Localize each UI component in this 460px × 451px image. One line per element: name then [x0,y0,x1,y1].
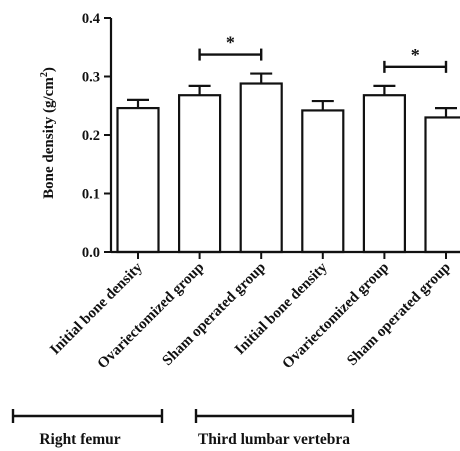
significance-bracket: * [383,45,448,73]
group-brackets: Right femur Third lumbar vertebra [11,409,355,448]
bar [301,109,345,254]
bar [116,106,160,254]
x-tick-label: Sham operated group [344,260,454,370]
x-tick-label: Sham operated group [159,260,269,370]
y-tick-label: 0.4 [82,11,100,27]
bar-group [178,84,222,254]
group-bracket: Third lumbar vertebra [194,409,355,448]
bar [424,116,460,254]
y-tick-label: 0.0 [82,245,100,261]
bar-group [424,106,460,254]
y-axis-title: Bone density (g/cm2) [39,67,57,199]
x-tick-label: Ovariectomized group [95,260,208,373]
bar-group [239,72,283,254]
bar-group [116,98,160,254]
significance-markers: ** [198,33,448,73]
group-label: Right femur [39,431,120,448]
group-bracket: Right femur [11,409,164,448]
significance-bracket: * [198,33,263,61]
bar [178,94,222,254]
y-tick-label: 0.2 [82,128,100,144]
significance-label: * [411,45,420,65]
bars [116,72,460,254]
x-tick-label: Ovariectomized group [279,260,392,373]
significance-label: * [226,33,235,53]
group-label: Third lumbar vertebra [198,431,350,448]
bar-group [362,84,406,254]
y-axis: 0.0 0.1 0.2 0.3 0.4 Bone density (g/cm2) [39,11,113,261]
y-tick-label: 0.3 [82,70,100,86]
bar [239,82,283,254]
bar [362,94,406,254]
bar-group [301,99,345,254]
y-tick-label: 0.1 [82,187,100,203]
